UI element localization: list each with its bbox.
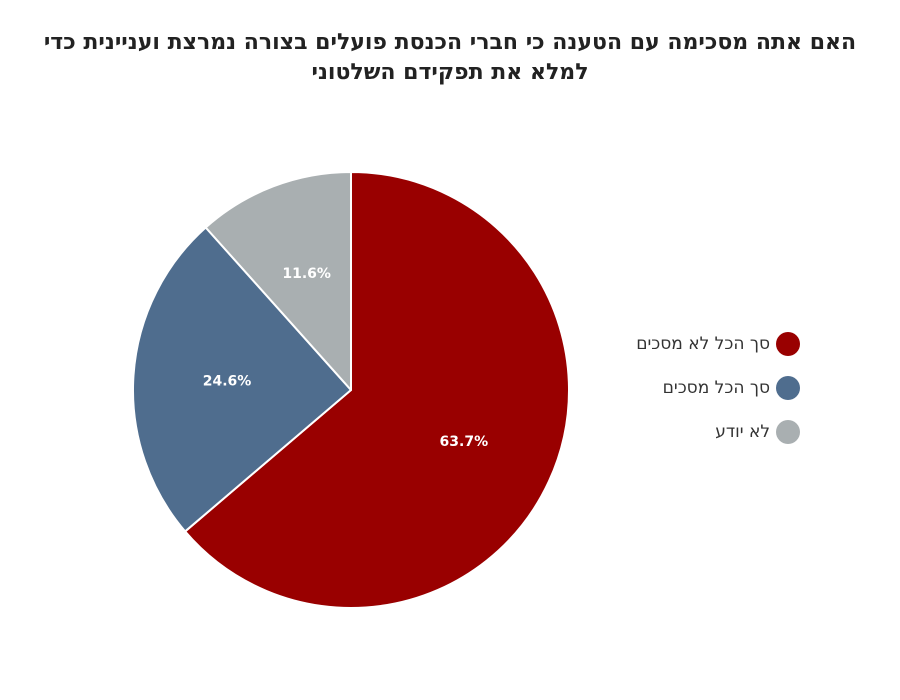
legend-item-dont-know: לא יודע <box>636 418 800 446</box>
chart-title-line-1: האם אתה מסכימה עם הטענה כי חברי הכנסת פו… <box>43 30 857 55</box>
chart-title-line-2: למלא את תפקידם השלטוני <box>311 60 589 85</box>
pie-slice-agree <box>132 226 352 533</box>
legend-item-disagree: סך הכל לא מסכים <box>636 330 800 358</box>
slice-label-agree: 24.6% <box>203 374 252 390</box>
legend-label-disagree: סך הכל לא מסכים <box>636 334 770 354</box>
legend-swatch-dont-know <box>776 420 800 444</box>
legend-item-agree: סך הכל מסכים <box>636 374 800 402</box>
slice-label-dont-know: 11.6% <box>282 266 331 282</box>
pie-slice-dont-know <box>204 171 352 391</box>
legend-label-agree: סך הכל מסכים <box>662 378 770 398</box>
legend-swatch-agree <box>776 376 800 400</box>
legend: סך הכל לא מסכים סך הכל מסכים לא יודע <box>636 330 800 462</box>
pie-slice-disagree <box>184 171 570 609</box>
slice-label-disagree: 63.7% <box>440 434 489 450</box>
legend-label-dont-know: לא יודע <box>715 422 770 442</box>
chart-title: האם אתה מסכימה עם הטענה כי חברי הכנסת פו… <box>40 28 860 88</box>
legend-swatch-disagree <box>776 332 800 356</box>
